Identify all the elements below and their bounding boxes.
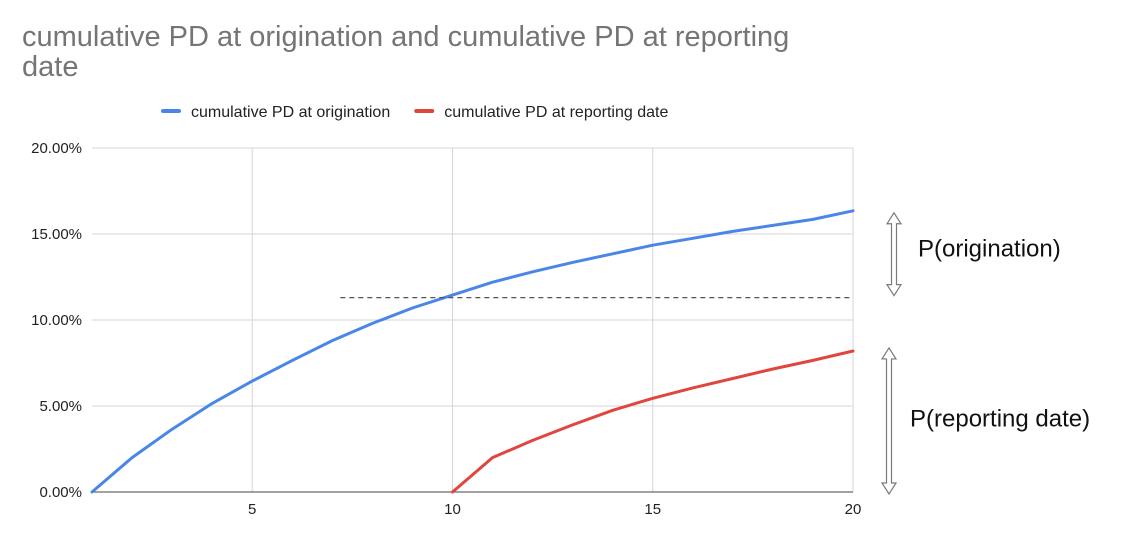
y-tick-label: 0.00%: [39, 484, 82, 501]
axis: 0.00% 5.00% 10.00% 15.00% 20.00% 5 10 15 20: [31, 140, 861, 518]
double-arrow-icon: [880, 346, 898, 496]
double-arrow-icon: [885, 211, 903, 297]
legend: cumulative PD at origination cumulative P…: [161, 104, 668, 121]
chart-title: cumulative PD at origination and cumulat…: [22, 21, 790, 83]
legend-label: cumulative PD at reporting date: [444, 104, 668, 121]
series-line: [451, 349, 855, 494]
annotation-label-reporting-date: P(reporting date): [910, 406, 1090, 433]
grid: [92, 147, 854, 493]
series-lines: [90, 209, 855, 494]
y-tick-label: 5.00%: [39, 398, 82, 415]
y-tick-label: 10.00%: [31, 312, 82, 329]
x-tick-label: 15: [644, 501, 661, 518]
annotation-label-origination: P(origination): [918, 235, 1061, 262]
y-tick-label: 15.00%: [31, 226, 82, 243]
y-tick-label: 20.00%: [31, 140, 82, 157]
x-tick-label: 5: [248, 501, 256, 518]
legend-label: cumulative PD at origination: [191, 104, 390, 121]
series-line: [90, 209, 855, 494]
x-tick-label: 10: [444, 501, 461, 518]
annotations: P(origination) P(reporting date): [340, 211, 1090, 496]
x-tick-label: 20: [845, 501, 862, 518]
